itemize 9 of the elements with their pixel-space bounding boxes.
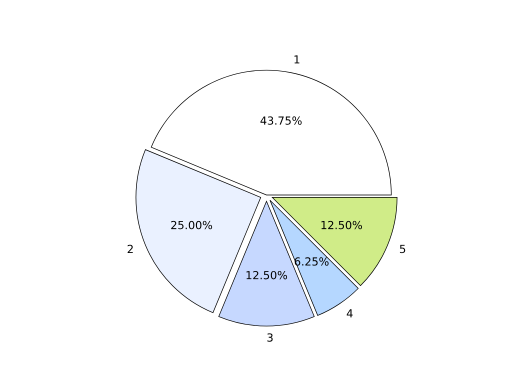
data-label: 12.50% (321, 220, 362, 230)
data-label: 12.50% (246, 270, 288, 280)
data-label: 43.75% (260, 116, 302, 125)
slice-label: 3 (267, 333, 273, 342)
slice-label: 5 (400, 244, 406, 254)
slice-label: 4 (346, 309, 353, 318)
slice-label: 2 (128, 244, 133, 253)
data-label: 25.00% (171, 220, 212, 230)
slice-label: 1 (294, 55, 300, 64)
